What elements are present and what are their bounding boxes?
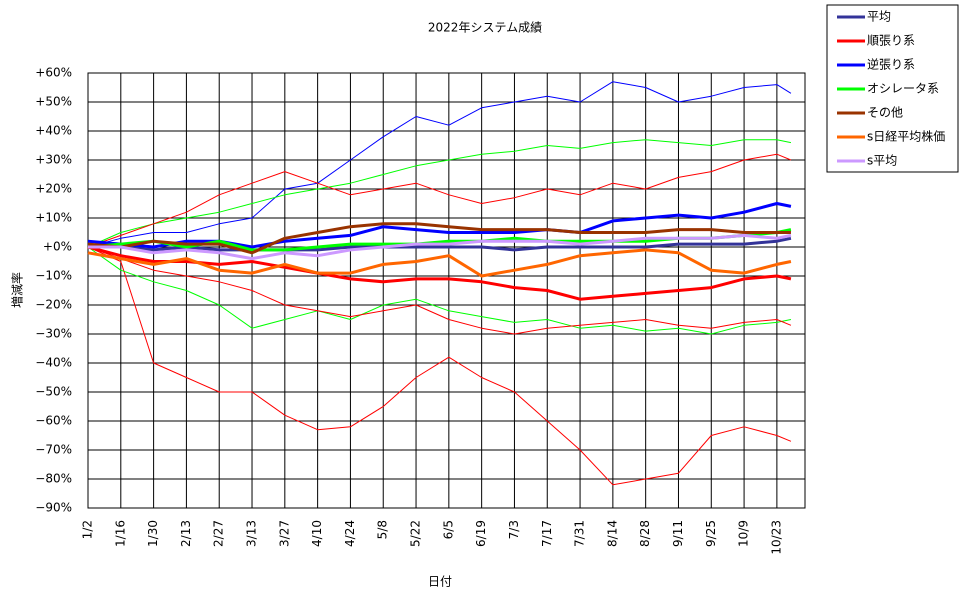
series-line [87,248,792,278]
y-tick-label: +30% [35,153,72,167]
series-line [87,246,792,335]
y-tick-label: −70% [35,443,72,457]
x-tick-label: 1/30 [146,520,160,547]
y-tick-label: −30% [35,327,72,341]
x-tick-label: 10/23 [769,520,783,555]
x-tick-label: 6/5 [441,520,455,539]
x-tick-label: 6/19 [474,520,488,547]
series-line [87,81,792,248]
y-tick-label: +50% [35,95,72,109]
y-tick-label: +60% [35,66,72,80]
legend-label: オシレータ系 [867,82,939,96]
y-tick-label: +0% [43,240,72,254]
x-axis-label: 日付 [428,575,452,589]
x-tick-label: 7/17 [540,520,554,547]
y-tick-label: −80% [35,472,72,486]
x-tick-label: 3/13 [245,520,259,547]
x-tick-label: 5/22 [409,520,423,547]
x-tick-label: 9/11 [671,520,685,547]
y-tick-label: +20% [35,182,72,196]
x-tick-label: 1/16 [113,520,127,547]
x-tick-label: 4/24 [343,520,357,547]
x-tick-label: 2/27 [212,520,226,547]
series-line [87,139,792,248]
legend-label: その他 [867,106,903,120]
x-tick-label: 8/28 [638,520,652,547]
plot-area [87,72,806,509]
legend-label: 平均 [867,10,891,24]
x-tick-label: 10/9 [737,520,751,547]
chart-title: 2022年システム成績 [428,21,542,35]
x-tick-label: 9/25 [704,520,718,547]
x-tick-label: 2/13 [179,520,193,547]
legend-label: s日経平均株価 [867,129,945,144]
x-tick-label: 4/10 [310,520,324,547]
x-tick-label: 1/2 [81,520,95,539]
y-tick-label: −20% [35,298,72,312]
legend-label: s平均 [867,154,897,168]
y-tick-label: −60% [35,414,72,428]
series-line [87,202,792,249]
y-tick-label: +40% [35,124,72,138]
series-line [87,245,792,301]
x-tick-label: 7/31 [573,520,587,547]
series-line [87,222,791,255]
legend-label: 逆張り系 [867,57,915,72]
series-line [87,246,792,486]
y-tick-label: −10% [35,269,72,283]
y-tick-label: −40% [35,356,72,370]
series-line [87,153,792,248]
x-tick-label: 8/14 [605,520,619,547]
y-tick-label: −90% [35,501,72,515]
series-line [88,236,792,252]
y-tick-label: +10% [35,211,72,225]
x-tick-label: 7/3 [507,520,521,539]
legend-label: 順張り系 [867,34,915,48]
x-tick-label: 5/8 [376,520,390,539]
y-tick-label: −50% [35,385,72,399]
y-axis-label: 増減率 [10,272,25,308]
x-tick-label: 3/27 [277,520,291,547]
series-line [88,233,792,261]
series-line [87,246,792,335]
